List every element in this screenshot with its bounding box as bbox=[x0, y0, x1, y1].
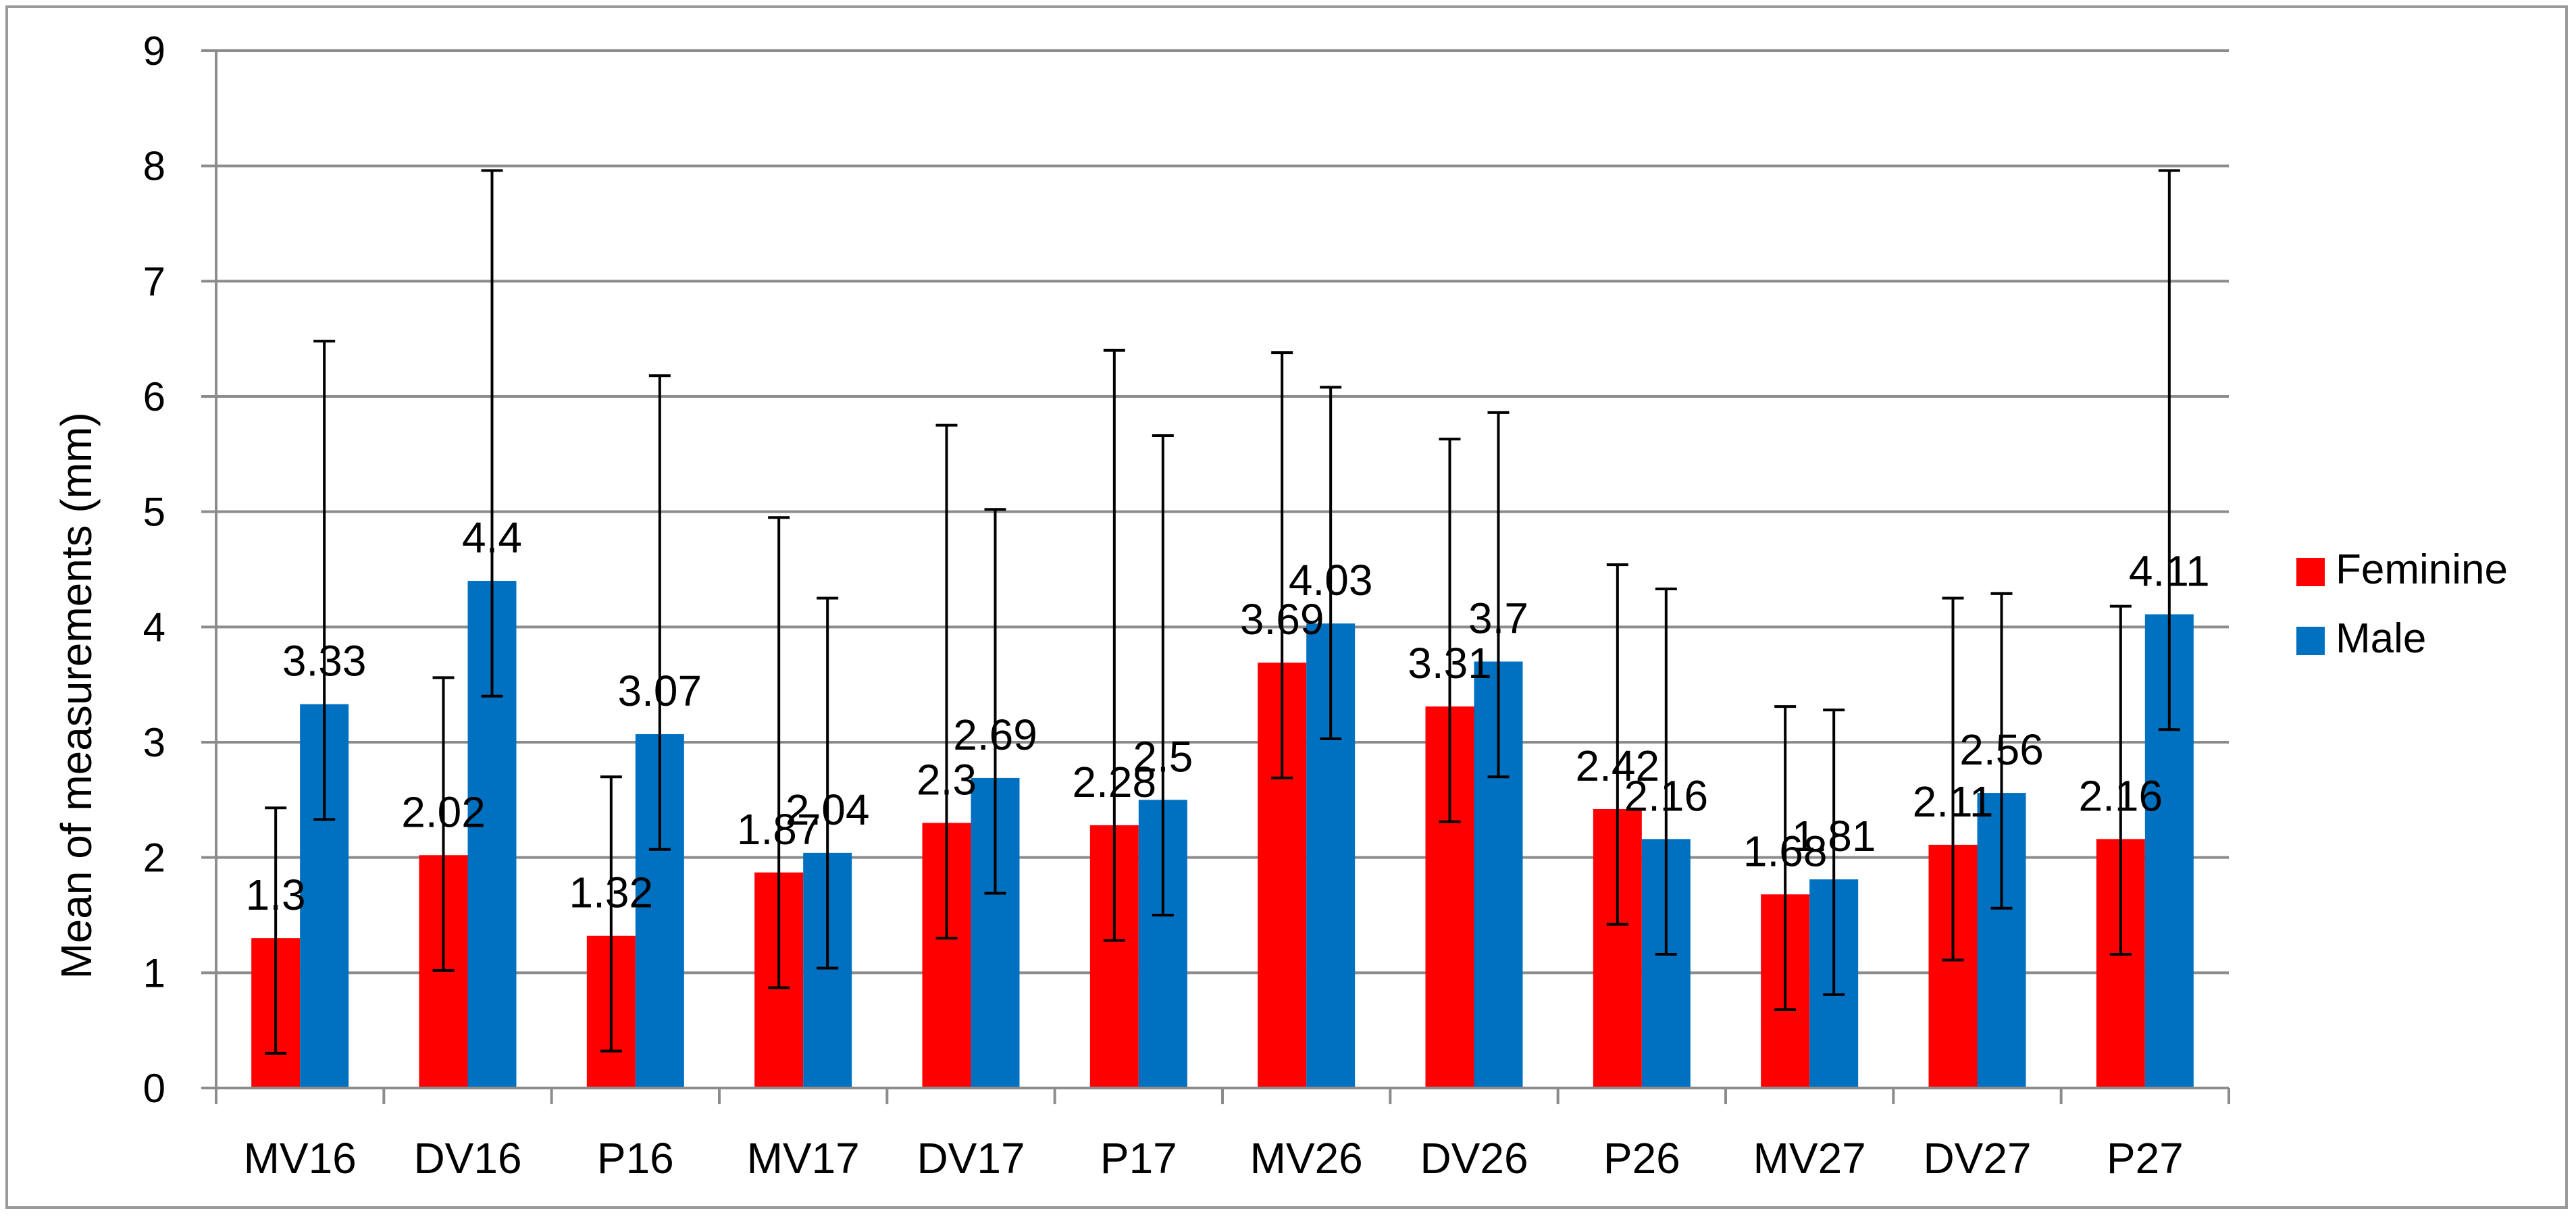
y-tick-label: 6 bbox=[143, 374, 165, 419]
data-label-male: 4.03 bbox=[1289, 556, 1373, 604]
legend: Feminine Male bbox=[2296, 546, 2508, 662]
data-label-feminine: 2.11 bbox=[1913, 777, 1994, 826]
y-tick-label: 3 bbox=[143, 720, 165, 765]
y-tick-label: 4 bbox=[143, 604, 165, 650]
gridlines bbox=[216, 49, 2229, 975]
error-bars bbox=[265, 169, 2180, 1055]
data-label-male: 3.33 bbox=[282, 637, 367, 685]
data-label-male: 3.7 bbox=[1468, 594, 1528, 643]
y-tick-label: 7 bbox=[143, 259, 165, 304]
y-tick-label: 1 bbox=[143, 950, 165, 995]
data-label-feminine: 2.02 bbox=[401, 787, 486, 836]
x-tick-label: P17 bbox=[1100, 1134, 1177, 1183]
axes bbox=[201, 49, 2230, 1104]
x-tick-label: MV26 bbox=[1250, 1134, 1363, 1183]
legend-swatch-feminine bbox=[2296, 558, 2325, 586]
x-tick-label: DV16 bbox=[413, 1134, 521, 1183]
legend-swatch-male bbox=[2296, 627, 2325, 655]
y-tick-label: 8 bbox=[143, 144, 165, 189]
data-label-feminine: 1.3 bbox=[246, 871, 306, 919]
data-labels: 1.3 2.02 1.32 1.87 2.3 2.28 3.69 3.31 2.42 1.68 2.… bbox=[246, 513, 2210, 919]
legend-label-feminine: Feminine bbox=[2336, 546, 2508, 593]
data-label-male: 4.11 bbox=[2129, 547, 2210, 596]
data-label-feminine: 2.16 bbox=[2079, 771, 2163, 820]
data-label-feminine: 3.31 bbox=[1408, 639, 1492, 688]
data-label-feminine: 1.32 bbox=[569, 869, 654, 917]
data-label-male: 2.56 bbox=[1959, 725, 2044, 774]
x-tick-label: DV27 bbox=[1923, 1134, 2031, 1183]
data-label-male: 1.81 bbox=[1792, 812, 1876, 860]
data-label-male: 2.69 bbox=[953, 710, 1037, 759]
bars bbox=[251, 581, 2194, 1088]
x-axis-categories: MV16 DV16 P16 MV17 DV17 P17 MV26 DV26 P26 MV27 DV2… bbox=[244, 1134, 2184, 1183]
data-label-feminine: 1.87 bbox=[737, 805, 821, 854]
y-tick-label: 2 bbox=[143, 835, 165, 881]
data-label-feminine: 2.28 bbox=[1073, 758, 1157, 806]
x-tick-label: P16 bbox=[597, 1134, 674, 1183]
x-tick-label: P26 bbox=[1603, 1134, 1680, 1183]
data-label-male: 4.4 bbox=[462, 513, 522, 562]
y-tick-label: 5 bbox=[143, 490, 165, 535]
data-label-feminine: 2.42 bbox=[1576, 742, 1660, 790]
y-axis-ticks: 0 1 2 3 4 5 6 7 8 9 bbox=[143, 28, 165, 1111]
x-tick-label: MV16 bbox=[244, 1134, 357, 1183]
y-axis-label: Mean of measurements (mm) bbox=[52, 412, 101, 979]
y-tick-label: 9 bbox=[143, 28, 165, 74]
data-label-feminine: 1.68 bbox=[1743, 827, 1828, 875]
x-tick-label: P27 bbox=[2107, 1134, 2184, 1183]
data-label-male: 2.5 bbox=[1133, 732, 1193, 781]
data-label-male: 2.16 bbox=[1624, 771, 1709, 820]
data-label-male: 3.07 bbox=[618, 667, 702, 715]
data-label-feminine: 2.3 bbox=[917, 755, 977, 804]
y-tick-label: 0 bbox=[143, 1066, 165, 1111]
data-label-male: 2.04 bbox=[785, 785, 870, 834]
x-tick-label: DV17 bbox=[917, 1134, 1025, 1183]
data-label-feminine: 3.69 bbox=[1240, 595, 1324, 644]
x-tick-label: MV17 bbox=[747, 1134, 860, 1183]
x-tick-label: DV26 bbox=[1420, 1134, 1528, 1183]
x-tick-label: MV27 bbox=[1753, 1134, 1866, 1183]
legend-label-male: Male bbox=[2336, 615, 2426, 662]
